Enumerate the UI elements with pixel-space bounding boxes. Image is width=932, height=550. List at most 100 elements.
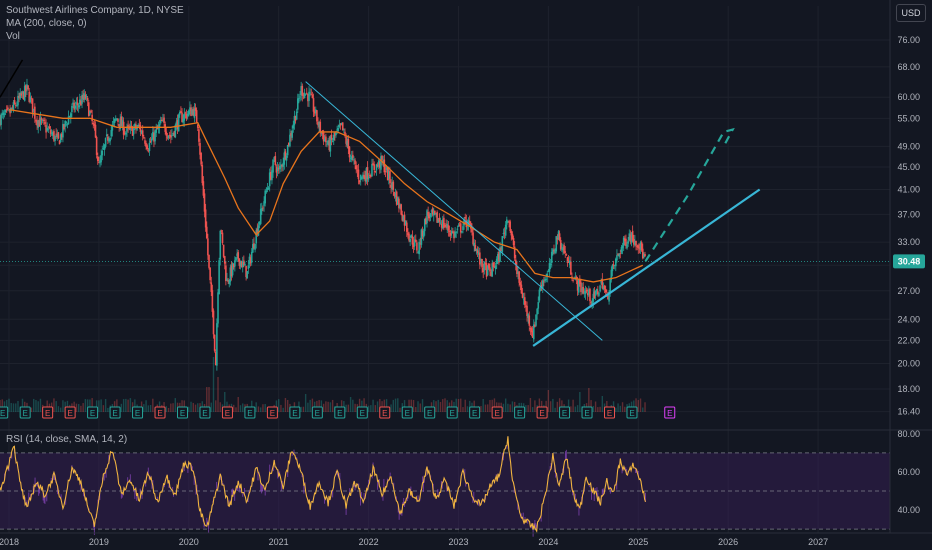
- candle-up: [283, 152, 286, 165]
- price-tick-label: 18.00: [897, 384, 920, 394]
- volume-bar: [372, 399, 374, 412]
- candle-down: [221, 232, 224, 244]
- candle-down: [440, 223, 443, 228]
- volume-bar: [579, 392, 581, 412]
- candle-up: [430, 210, 433, 212]
- candle-down: [245, 265, 247, 277]
- price-tick-label: 24.00: [897, 314, 920, 324]
- price-tick-label: 76.00: [897, 35, 920, 45]
- candle-up: [581, 288, 583, 291]
- candle-down: [325, 136, 327, 143]
- candle-up: [494, 265, 497, 270]
- candle-up: [159, 120, 162, 124]
- candle-up: [314, 109, 317, 113]
- candle-down: [312, 98, 315, 112]
- earnings-marker: [469, 406, 481, 419]
- earnings-marker-label: E: [472, 409, 477, 418]
- candle-up: [285, 155, 288, 161]
- volume-bar: [262, 404, 264, 412]
- candle-down: [408, 233, 410, 241]
- candle-down: [57, 132, 60, 139]
- candle-up: [74, 105, 77, 109]
- candle-up: [532, 324, 535, 340]
- volume-bar: [116, 399, 118, 412]
- volume-bar: [181, 400, 183, 412]
- rsi-legend[interactable]: RSI (14, close, SMA, 14, 2): [6, 434, 128, 445]
- candle-up: [89, 111, 91, 115]
- candle-up: [304, 93, 307, 95]
- candle-down: [281, 165, 283, 167]
- candle-up: [246, 271, 249, 279]
- candle-up: [609, 279, 611, 293]
- candle-down: [586, 293, 589, 296]
- candle-down: [230, 265, 233, 277]
- candle-up: [327, 140, 329, 145]
- candle-up: [397, 197, 399, 205]
- volume-bar: [538, 398, 541, 412]
- candle-up: [236, 253, 238, 257]
- volume-bar: [363, 398, 365, 412]
- candle-down: [640, 242, 643, 251]
- volume-bar: [320, 400, 323, 412]
- candle-down: [311, 94, 314, 99]
- volume-bar: [98, 400, 100, 412]
- candle-up: [171, 134, 173, 136]
- volume-bar: [527, 405, 529, 412]
- earnings-marker-label: E: [517, 409, 522, 418]
- volume-bar: [617, 403, 619, 412]
- earnings-marker: [311, 406, 323, 419]
- candle-down: [316, 110, 318, 122]
- currency-button[interactable]: USD: [896, 4, 926, 22]
- candle-down: [519, 282, 522, 286]
- candle-down: [641, 248, 644, 259]
- candle-down: [98, 162, 100, 164]
- candle-down: [444, 225, 446, 227]
- candle-down: [488, 263, 490, 268]
- candle-down: [237, 252, 240, 259]
- earnings-marker: [244, 406, 256, 419]
- candle-up: [23, 85, 26, 101]
- candle-down: [122, 121, 125, 135]
- candle-up: [231, 263, 234, 276]
- candle-down: [270, 171, 272, 180]
- volume-bar: [392, 399, 395, 412]
- candle-down: [211, 290, 214, 312]
- candle-up: [432, 211, 435, 216]
- volume-bar: [354, 403, 356, 412]
- candle-up: [437, 219, 440, 223]
- candle-down: [603, 285, 606, 290]
- candle-up: [241, 261, 244, 268]
- candle-down: [500, 247, 502, 252]
- volume-bar: [104, 399, 107, 412]
- volume-bar: [302, 406, 305, 412]
- candle-up: [292, 124, 295, 129]
- candle-up: [78, 99, 81, 105]
- earnings-marker-label: E: [629, 409, 634, 418]
- earnings-marker: [0, 406, 9, 419]
- price-tick-label: 33.00: [897, 237, 920, 247]
- candle-up: [423, 218, 426, 232]
- candle-down: [518, 271, 520, 283]
- candle-down: [198, 129, 200, 142]
- volume-bar: [239, 405, 242, 412]
- vol-legend[interactable]: Vol: [6, 31, 20, 42]
- volume-bar: [318, 400, 320, 412]
- earnings-marker: [424, 406, 436, 419]
- candle-down: [638, 247, 641, 249]
- candle-up: [69, 113, 72, 118]
- candle-up: [495, 258, 498, 265]
- candle-up: [626, 244, 628, 249]
- earnings-marker: [199, 406, 211, 419]
- candle-up: [265, 190, 268, 193]
- candle-down: [464, 217, 467, 219]
- volume-bar: [383, 399, 386, 412]
- ma-legend[interactable]: MA (200, close, 0): [6, 18, 87, 29]
- earnings-marker-label: E: [315, 409, 320, 418]
- volume-bar: [457, 399, 460, 412]
- earnings-marker: [626, 406, 638, 419]
- candle-down: [253, 243, 255, 249]
- candle-up: [121, 120, 124, 128]
- candle-up: [255, 230, 258, 244]
- candle-down: [173, 131, 175, 136]
